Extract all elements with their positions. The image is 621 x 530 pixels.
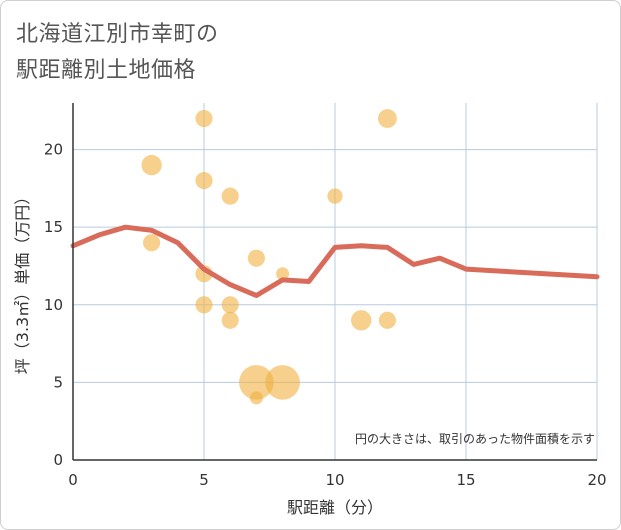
chart-title-line2: 駅距離別土地価格 (16, 58, 197, 83)
x-tick-label: 10 (325, 471, 344, 489)
y-tick-label: 0 (53, 451, 63, 469)
bubbles (141, 109, 397, 405)
tick-labels: 0 5 10 15 20 0 5 10 15 20 (44, 141, 607, 489)
x-tick-label: 15 (456, 471, 475, 489)
y-tick-label: 10 (44, 296, 63, 314)
x-axis-label: 駅距離（分） (287, 498, 383, 517)
data-bubble (377, 109, 397, 128)
axes (72, 103, 597, 461)
data-bubble (247, 249, 265, 267)
data-bubble (143, 234, 161, 252)
data-bubble (276, 267, 290, 281)
size-note: 円の大きさは、取引のあった物件面積を示す (355, 431, 595, 446)
y-tick-label: 15 (44, 218, 63, 236)
data-bubble (195, 172, 213, 190)
data-bubble (249, 391, 263, 405)
grid (73, 103, 598, 460)
data-bubble (351, 310, 372, 331)
data-bubble (239, 365, 274, 400)
y-axis-label: 坪（3.3㎡）単価（万円） (13, 189, 32, 374)
x-tick-label: 20 (587, 471, 606, 489)
y-tick-label: 20 (44, 141, 63, 159)
x-tick-label: 5 (199, 471, 209, 489)
x-tick-label: 0 (68, 471, 78, 489)
data-bubble (141, 154, 162, 176)
data-bubble (265, 365, 300, 400)
data-bubble (195, 296, 213, 314)
y-tick-label: 5 (53, 373, 63, 391)
data-bubble (195, 109, 213, 128)
chart-title-line1: 北海道江別市幸町の (16, 22, 219, 47)
trend-line (70, 224, 600, 298)
data-bubble (221, 187, 239, 205)
data-bubble (327, 188, 343, 204)
data-bubble (378, 311, 396, 329)
data-bubble (221, 311, 239, 329)
data-bubble (221, 296, 239, 314)
